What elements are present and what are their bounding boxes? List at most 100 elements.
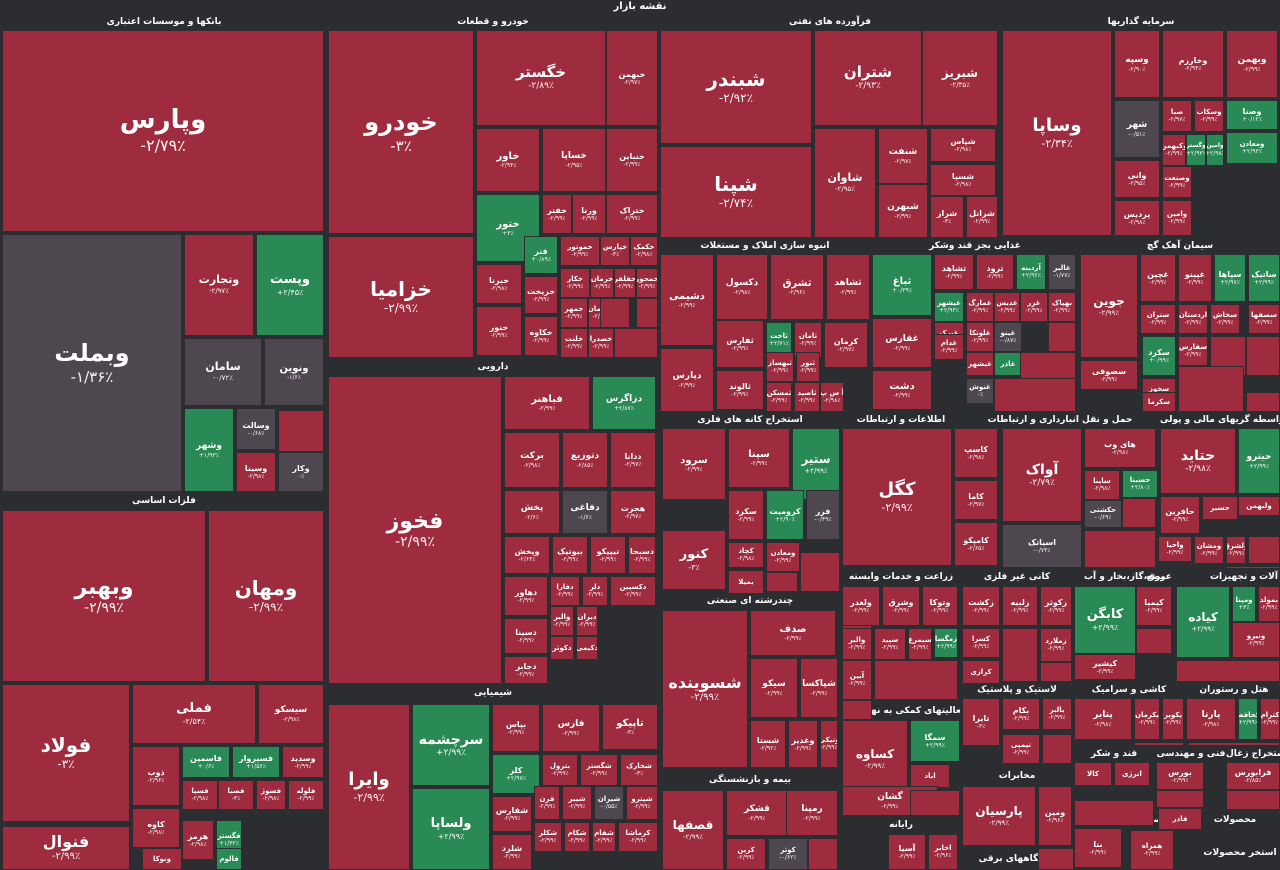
stock-tile[interactable]: تپمپی -۲/۹۹٪ <box>1002 734 1040 764</box>
stock-tile[interactable]: فخوز -۲/۹۹٪ <box>328 376 502 684</box>
stock-tile[interactable]: بمیلا <box>728 570 764 594</box>
stock-tile[interactable]: شگستر -۲/۹۹٪ <box>580 754 618 786</box>
stock-tile[interactable]: پتایر -۲/۹۸٪ <box>1074 698 1132 740</box>
stock-tile[interactable]: دجابر -۲/۹۹٪ <box>504 656 548 684</box>
stock-tile[interactable]: دسبحا -۲/۹۹٪ <box>628 536 656 574</box>
stock-tile[interactable]: بکام -۲/۹۹٪ <box>1002 698 1040 730</box>
stock-tile[interactable]: کسرا -۲/۹۹٪ <box>962 628 1000 658</box>
stock-tile[interactable]: کامپکو -۲/۶۵٪ <box>954 522 998 566</box>
stock-tile[interactable]: خاور -۲/۹۴٪ <box>476 128 540 192</box>
stock-tile[interactable]: سکرد -۲/۹۹٪ <box>728 490 764 540</box>
stock-tile[interactable]: پارسیان -۲/۹۹٪ <box>962 786 1036 846</box>
stock-tile[interactable]: کنور -۳٪ <box>662 530 726 590</box>
stock-tile[interactable]: ساتیک +۲/۹۹٪ <box>1248 254 1280 302</box>
stock-tile[interactable]: وتجارت -۲/۹۷٪ <box>184 234 254 336</box>
stock-tile[interactable]: تایرا -۳٪ <box>962 698 1000 746</box>
stock-tile[interactable]: انرژی <box>1114 762 1150 786</box>
stock-tile[interactable]: آ س پ -۲/۹۸٪ <box>820 382 844 412</box>
stock-tile[interactable]: کچاد -۲/۹۸٪ <box>728 542 764 568</box>
stock-tile[interactable]: فنوال -۲/۹۹٪ <box>2 826 130 870</box>
stock-tile[interactable]: وگستر +۲/۹۳٪ <box>1186 134 1206 166</box>
stock-tile[interactable]: پردیس -۲/۹۸٪ <box>1114 200 1160 236</box>
stock-tile[interactable]: خنباین -۲/۹۹٪ <box>606 128 658 192</box>
stock-tile[interactable]: وکبهمن-۲/۹۹٪ <box>1162 134 1186 166</box>
stock-tile[interactable]: کیاده +۲/۹۹٪ <box>1176 586 1230 658</box>
stock-tile[interactable]: ومعادن +۲/۹۳٪ <box>1226 132 1278 164</box>
stock-tile[interactable]: والبر -۲/۹۹٪ <box>842 628 872 660</box>
stock-tile[interactable]: شخارک -۳٪ <box>620 754 658 786</box>
stock-tile[interactable]: وکار ۰٪ <box>278 452 324 492</box>
stock-tile[interactable]: حافرین -۲/۹۹٪ <box>1160 496 1200 534</box>
stock-tile[interactable]: خمحور -۲/۹۹٪ <box>636 268 658 298</box>
stock-tile[interactable]: فصبا -۳٪ <box>218 780 254 810</box>
stock-tile[interactable]: سرچشمه +۲/۹۹٪ <box>412 704 490 786</box>
stock-tile[interactable]: وسالت -۰/۶۸٪ <box>236 408 276 450</box>
stock-tile[interactable]: فملی -۲/۵۴٪ <box>132 684 256 744</box>
stock-tile[interactable]: شرانل -۲/۹۹٪ <box>966 196 998 238</box>
stock-tile[interactable]: وساپا -۲/۳۴٪ <box>1002 30 1112 236</box>
stock-tile[interactable]: ستران -۲/۹۹٪ <box>1140 304 1176 334</box>
stock-tile[interactable]: کیمیا -۲/۹۹٪ <box>1136 586 1172 626</box>
stock-tile[interactable]: خریخت -۲/۹۹٪ <box>524 276 558 314</box>
stock-tile[interactable]: ثباغ +۰/۳۹٪ <box>872 254 932 316</box>
stock-tile[interactable]: قرن -۲/۹۹٪ <box>534 786 560 820</box>
stock-tile[interactable]: فسپا -۲/۹۸٪ <box>182 780 218 810</box>
stock-tile[interactable]: شفارس -۲/۹۹٪ <box>492 796 532 832</box>
stock-tile[interactable]: ثالوند -۲/۹۹٪ <box>716 370 764 410</box>
stock-tile[interactable]: صبا -۲/۹۷٪ <box>1162 100 1192 132</box>
stock-tile[interactable]: ومپنا +۳٪ <box>1232 586 1256 622</box>
stock-tile[interactable]: غپینو -۲/۹۹٪ <box>1178 254 1212 302</box>
stock-tile[interactable]: شکلر -۲/۹۹٪ <box>534 822 562 852</box>
stock-tile[interactable]: غیشهر +۲/۹۳٪ <box>934 292 964 322</box>
stock-tile[interactable]: شبریز -۲/۳۵٪ <box>922 30 998 126</box>
stock-tile[interactable]: ومعادن -۲/۹۹٪ <box>766 542 800 572</box>
stock-tile[interactable]: ولبهمن <box>1238 496 1280 516</box>
stock-tile[interactable]: خنور -۲/۹۹٪ <box>476 306 522 356</box>
stock-tile[interactable]: سامان -۰/۷۲٪ <box>184 338 262 406</box>
stock-tile[interactable]: شیبر -۲/۹۹٪ <box>562 786 592 820</box>
stock-tile[interactable]: کیشیر -۲/۹۹٪ <box>1074 654 1136 680</box>
stock-tile[interactable]: وایرا -۲/۹۹٪ <box>328 704 410 870</box>
stock-tile[interactable]: کاما -۲/۹۷٪ <box>954 480 998 520</box>
stock-tile[interactable]: فزر -۰/۴۹٪ <box>806 490 840 540</box>
stock-tile[interactable]: تیپیکو -۲/۹۹٪ <box>590 536 626 574</box>
stock-tile[interactable]: دفارا -۲/۹۹٪ <box>550 576 580 606</box>
stock-tile[interactable]: ونیرو -۲/۹۹٪ <box>1232 622 1280 658</box>
stock-tile[interactable]: آردینه +۲/۹۶٪ <box>1016 254 1046 290</box>
stock-tile[interactable]: ثشاهد -۲/۹۹٪ <box>826 254 870 320</box>
stock-tile[interactable]: شستا -۲/۹۲٪ <box>750 720 786 768</box>
stock-tile[interactable]: کلر +۲/۹۷٪ <box>492 754 540 794</box>
stock-tile[interactable]: شپاس -۲/۹۸٪ <box>930 128 996 162</box>
stock-tile[interactable]: خکار -۲/۹۹٪ <box>560 268 590 298</box>
stock-tile[interactable]: ورنا -۲/۹۹٪ <box>572 194 606 234</box>
stock-tile[interactable]: وبملت -۱/۳۶٪ <box>2 234 182 492</box>
stock-tile[interactable]: شیران -۰/۵۵٪ <box>594 786 624 820</box>
stock-tile[interactable]: ثفارس -۲/۹۹٪ <box>716 320 764 368</box>
stock-tile[interactable]: های وب -۲/۹۸٪ <box>1084 428 1156 468</box>
stock-tile[interactable]: سصفها -۲/۹۹٪ <box>1248 304 1280 334</box>
stock-tile[interactable]: خگستر -۲/۸۹٪ <box>476 30 606 126</box>
stock-tile[interactable]: غمارگ -۲/۹۹٪ <box>966 292 994 322</box>
stock-tile[interactable]: کاسپ -۲/۹۸٪ <box>954 428 998 478</box>
stock-tile[interactable]: خزامیا -۲/۹۹٪ <box>328 236 474 358</box>
stock-tile[interactable]: فالوم <box>216 848 242 870</box>
stock-tile[interactable]: وتوکا -۲/۹۹٪ <box>922 586 958 626</box>
stock-tile[interactable]: بمولد -۲/۹۹٪ <box>1258 586 1280 622</box>
stock-tile[interactable]: شکام -۲/۹۹٪ <box>564 822 590 852</box>
stock-tile[interactable]: خبهمن -۲/۹۷٪ <box>606 30 658 126</box>
stock-tile[interactable]: شراز -۳٪ <box>930 196 964 238</box>
stock-tile[interactable]: دکوثر <box>550 636 574 660</box>
stock-tile[interactable]: خلنت -۲/۹۹٪ <box>560 328 588 358</box>
stock-tile[interactable]: سپید -۲/۹۹٪ <box>874 628 906 660</box>
stock-tile[interactable]: زکشت -۲/۹۹٪ <box>962 586 1000 626</box>
stock-tile[interactable]: غفارس -۲/۹۹٪ <box>872 318 932 368</box>
stock-tile[interactable]: خپارس -۳٪ <box>600 236 630 266</box>
stock-tile[interactable]: خرمان -۲/۹۹٪ <box>590 268 614 298</box>
stock-tile[interactable]: سکرما <box>1142 392 1176 412</box>
stock-tile[interactable]: وبهمن -۲/۹۹٪ <box>1226 30 1278 98</box>
stock-tile[interactable]: ونیکی-۲/۹۹٪ <box>820 720 838 768</box>
stock-tile[interactable]: زملارد -۲/۹۹٪ <box>1040 628 1072 662</box>
stock-tile[interactable]: فولاد -۳٪ <box>2 684 130 822</box>
stock-tile[interactable]: دپارس -۲/۹۹٪ <box>660 348 714 412</box>
stock-tile[interactable]: صدف -۲/۹۹٪ <box>750 610 836 656</box>
